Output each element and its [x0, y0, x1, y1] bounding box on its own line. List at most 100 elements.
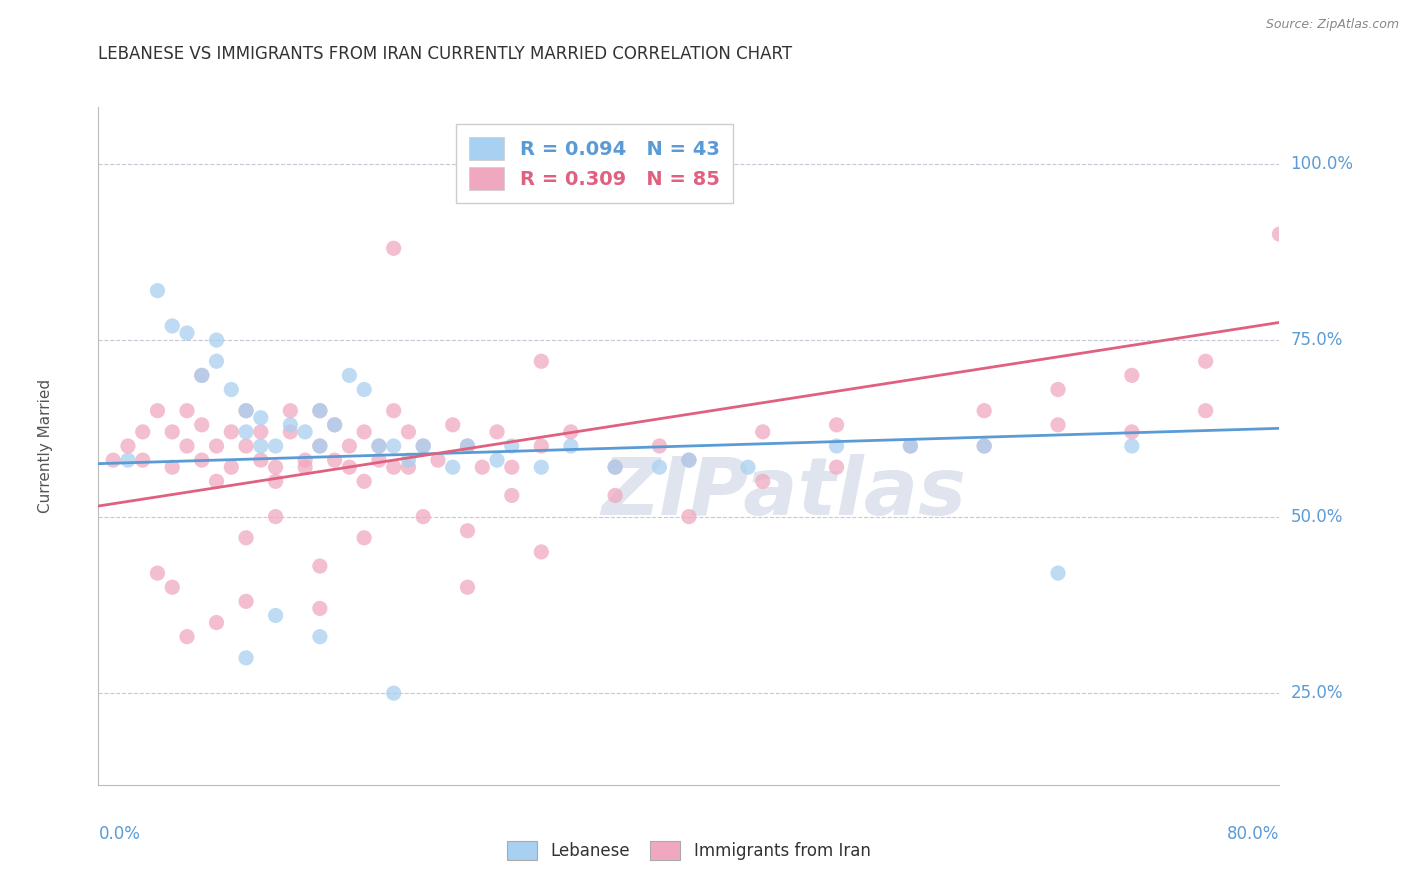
Point — [278, 425, 302, 439]
Point — [162, 318, 183, 333]
Point — [264, 509, 287, 524]
Point — [560, 439, 582, 453]
Point — [1121, 368, 1143, 383]
Point — [132, 453, 155, 467]
Point — [309, 601, 332, 615]
Point — [973, 403, 995, 417]
Point — [530, 439, 553, 453]
Point — [412, 509, 434, 524]
Point — [250, 425, 273, 439]
Text: 25.0%: 25.0% — [1291, 684, 1343, 702]
Point — [176, 630, 198, 644]
Point — [751, 475, 773, 489]
Point — [191, 368, 214, 383]
Point — [309, 439, 332, 453]
Point — [309, 403, 332, 417]
Point — [456, 439, 478, 453]
Text: 100.0%: 100.0% — [1291, 154, 1354, 172]
Point — [382, 439, 405, 453]
Point — [162, 425, 183, 439]
Point — [219, 425, 242, 439]
Point — [456, 580, 478, 594]
Point — [146, 284, 169, 298]
Point — [353, 475, 375, 489]
Point — [250, 439, 273, 453]
Point — [117, 453, 139, 467]
Point — [396, 460, 419, 475]
Point — [264, 460, 287, 475]
Point — [309, 403, 332, 417]
Point — [323, 417, 346, 432]
Point — [235, 425, 257, 439]
Point — [441, 417, 464, 432]
Point — [678, 453, 700, 467]
Point — [205, 333, 228, 347]
Point — [412, 439, 434, 453]
Text: 0.0%: 0.0% — [98, 825, 141, 843]
Point — [337, 460, 360, 475]
Point — [264, 608, 287, 623]
Point — [219, 383, 242, 397]
Point — [278, 403, 302, 417]
Point — [205, 475, 228, 489]
Point — [191, 417, 214, 432]
Point — [648, 460, 671, 475]
Point — [486, 453, 509, 467]
Point — [501, 439, 523, 453]
Point — [560, 425, 582, 439]
Point — [751, 425, 773, 439]
Point — [605, 488, 627, 502]
Point — [337, 439, 360, 453]
Point — [456, 439, 478, 453]
Point — [973, 439, 995, 453]
Point — [471, 460, 494, 475]
Point — [323, 417, 346, 432]
Point — [235, 439, 257, 453]
Point — [605, 460, 627, 475]
Point — [382, 403, 405, 417]
Point — [219, 460, 242, 475]
Point — [1046, 383, 1069, 397]
Point — [117, 439, 139, 453]
Point — [382, 460, 405, 475]
Point — [678, 509, 700, 524]
Point — [323, 453, 346, 467]
Point — [264, 475, 287, 489]
Text: 50.0%: 50.0% — [1291, 508, 1343, 525]
Point — [235, 531, 257, 545]
Text: Source: ZipAtlas.com: Source: ZipAtlas.com — [1265, 18, 1399, 31]
Point — [235, 594, 257, 608]
Point — [501, 460, 523, 475]
Point — [825, 460, 848, 475]
Text: 75.0%: 75.0% — [1291, 331, 1343, 349]
Point — [205, 354, 228, 368]
Point — [353, 383, 375, 397]
Point — [678, 453, 700, 467]
Point — [1046, 566, 1069, 581]
Point — [368, 439, 391, 453]
Point — [382, 241, 405, 255]
Point — [205, 615, 228, 630]
Point — [264, 439, 287, 453]
Point — [235, 651, 257, 665]
Point — [132, 425, 155, 439]
Point — [1121, 439, 1143, 453]
Point — [1121, 425, 1143, 439]
Point — [176, 403, 198, 417]
Point — [382, 686, 405, 700]
Point — [309, 439, 332, 453]
Point — [530, 354, 553, 368]
Point — [294, 460, 316, 475]
Point — [235, 403, 257, 417]
Point — [191, 453, 214, 467]
Point — [103, 453, 125, 467]
Point — [900, 439, 922, 453]
Point — [396, 425, 419, 439]
Point — [456, 524, 478, 538]
Point — [278, 417, 302, 432]
Point — [162, 580, 183, 594]
Point — [396, 453, 419, 467]
Text: 80.0%: 80.0% — [1227, 825, 1279, 843]
Point — [294, 453, 316, 467]
Point — [191, 368, 214, 383]
